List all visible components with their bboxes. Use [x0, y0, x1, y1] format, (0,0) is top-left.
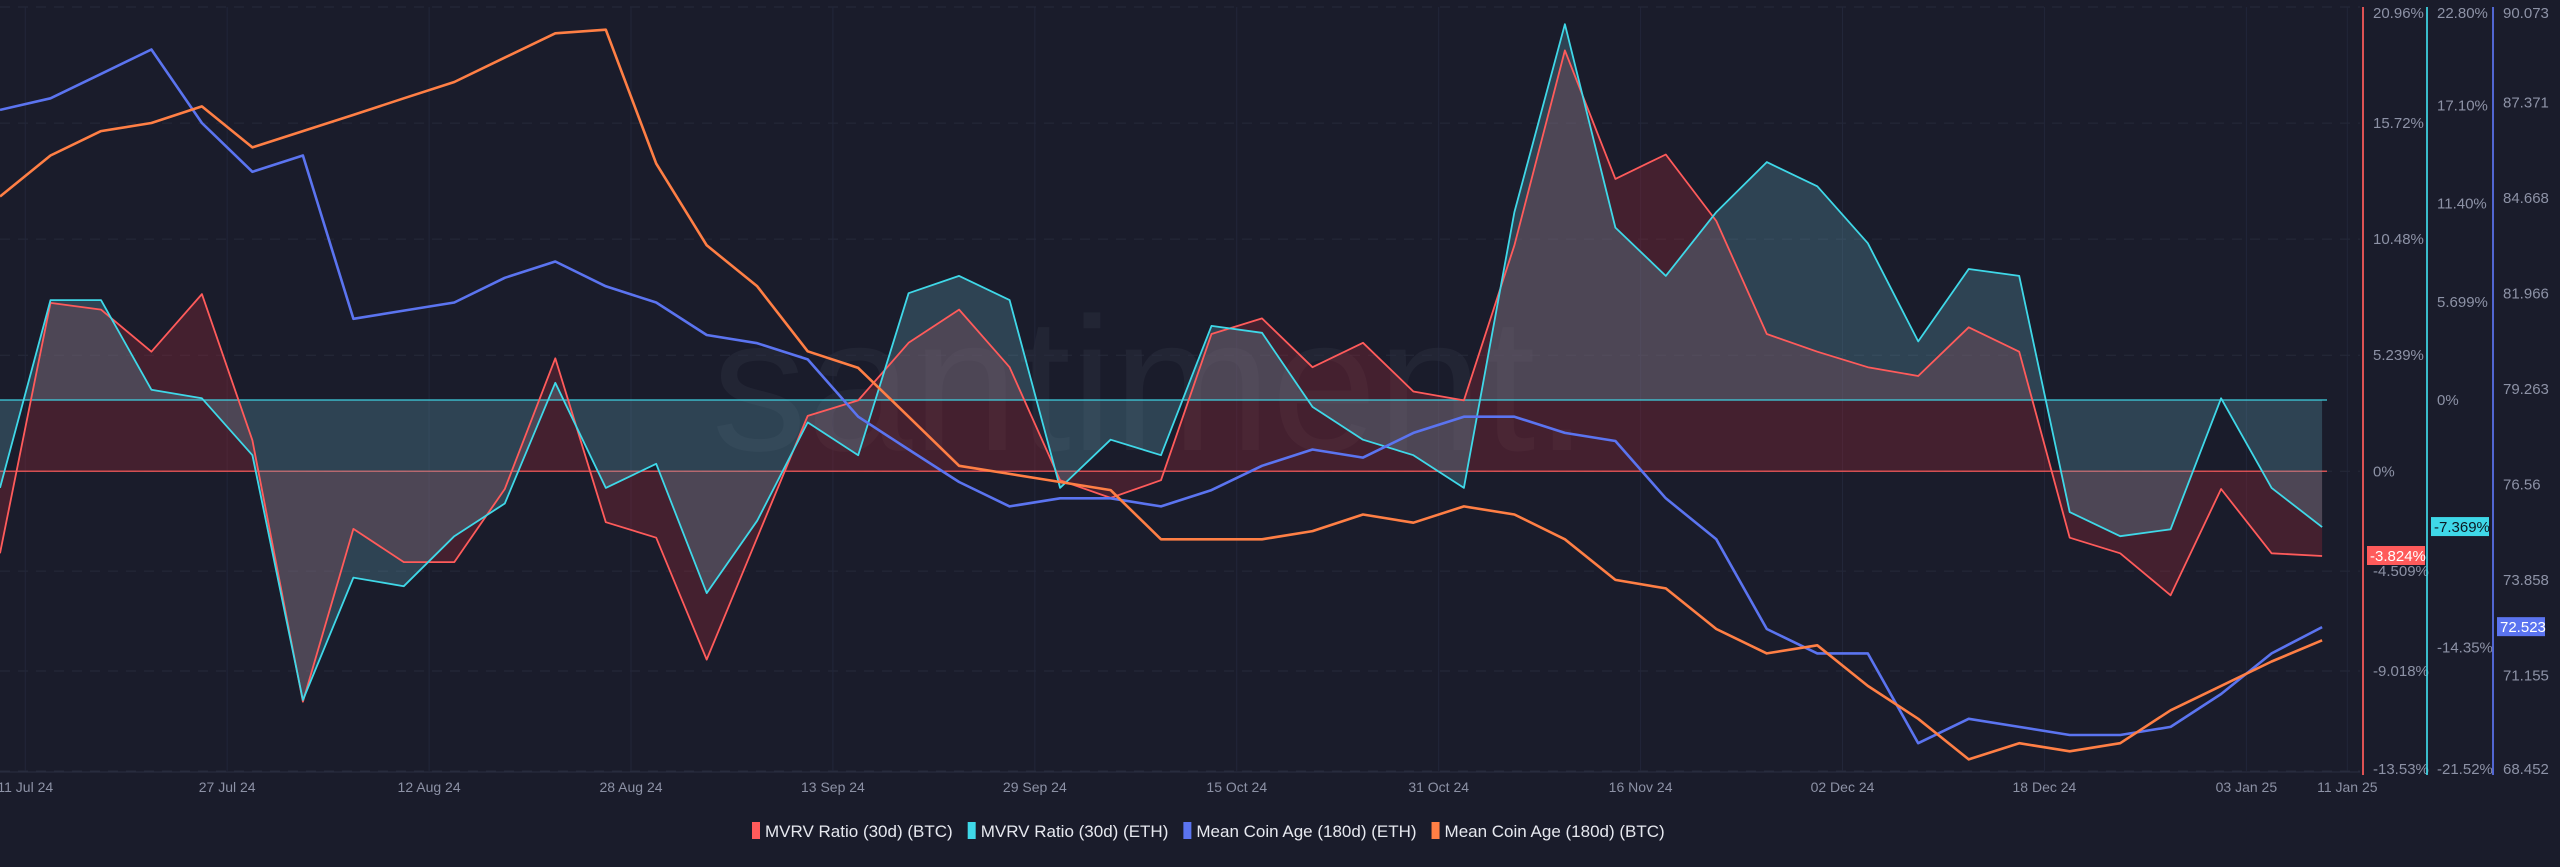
x-tick-label: 11 Jan 25: [2317, 779, 2378, 795]
y-tick-label-coin_age: 79.263: [2503, 381, 2549, 398]
x-tick-label: 15 Oct 24: [1206, 779, 1267, 795]
y-tick-label-mvrv_eth: 22.80%: [2437, 5, 2488, 22]
x-tick-label: 29 Sep 24: [1003, 779, 1067, 795]
y-tick-label-coin_age: 81.966: [2503, 285, 2549, 302]
y-tick-label-coin_age: 68.452: [2503, 761, 2549, 778]
x-tick-label: 28 Aug 24: [599, 779, 662, 795]
series-line-2: [0, 48, 2323, 745]
x-tick-label: 02 Dec 24: [1811, 779, 1875, 795]
y-tick-label-mvrv_eth: -21.52%: [2437, 761, 2493, 778]
series-line-3: [0, 28, 2323, 761]
grid: [0, 6, 2360, 772]
last-value-label-1: -7.369%: [2434, 519, 2490, 536]
y-tick-label-coin_age: 84.668: [2503, 190, 2549, 207]
x-tick-label: 18 Dec 24: [2013, 779, 2077, 795]
y-tick-label-coin_age: 90.073: [2503, 5, 2549, 22]
last-value-badge-0: [2367, 545, 2425, 565]
legend-label-3: Mean Coin Age (180d) (BTC): [1445, 822, 1665, 841]
x-tick-label: 03 Jan 25: [2216, 779, 2278, 795]
legend-label-2: Mean Coin Age (180d) (ETH): [1196, 822, 1416, 841]
y-tick-label-mvrv_btc: 20.96%: [2373, 5, 2424, 22]
y-tick-label-mvrv_eth: -14.35%: [2437, 639, 2493, 656]
y-tick-label-mvrv_btc: -4.509%: [2373, 563, 2429, 580]
legend-swatch-2: [1183, 822, 1192, 839]
series-area-0: [0, 50, 2323, 702]
y-tick-label-mvrv_btc: 15.72%: [2373, 115, 2424, 132]
y-tick-label-mvrv_eth: 5.699%: [2437, 294, 2488, 311]
y-tick-label-coin_age: 87.371: [2503, 94, 2549, 111]
y-axes: 20.96% 15.72% 10.48% 5.239% 0% -4.509% -9.018%…: [2362, 5, 2549, 778]
series-line-1: [0, 23, 2323, 701]
x-axis: 11 Jul 24 27 Jul 24 12 Aug 24 28 Aug 24 13 S…: [0, 771, 2378, 795]
y-tick-label-coin_age: 73.858: [2503, 572, 2549, 589]
x-tick-label: 12 Aug 24: [398, 779, 461, 795]
legend-swatch-0: [752, 822, 760, 839]
x-tick-label: 27 Jul 24: [199, 779, 256, 795]
y-tick-label-mvrv_btc: -13.53%: [2373, 761, 2429, 778]
y-tick-label-mvrv_eth: 0%: [2437, 392, 2459, 409]
x-tick-label: 11 Jul 24: [0, 779, 53, 795]
y-tick-label-mvrv_btc: 0%: [2373, 463, 2395, 480]
legend-swatch-3: [1431, 822, 1440, 839]
legend-label-1: MVRV Ratio (30d) (ETH): [981, 822, 1169, 841]
legend: MVRV Ratio (30d) (BTC) MVRV Ratio (30d) (…: [752, 822, 1665, 841]
y-tick-label-coin_age: 76.56: [2503, 476, 2541, 493]
series-area-1: [0, 24, 2323, 700]
y-tick-label-mvrv_eth: 17.10%: [2437, 97, 2488, 114]
last-value-label-2: 72.523: [2500, 619, 2546, 636]
y-tick-label-mvrv_btc: 10.48%: [2373, 231, 2424, 248]
legend-swatch-1: [967, 822, 976, 839]
y-tick-label-mvrv_btc: 5.239%: [2373, 347, 2424, 364]
y-tick-label-mvrv_btc: -9.018%: [2373, 663, 2429, 680]
series-lines: [0, 23, 2323, 761]
series-line-0: [0, 49, 2323, 703]
x-tick-label: 31 Oct 24: [1408, 779, 1469, 795]
x-tick-label: 16 Nov 24: [1609, 779, 1673, 795]
last-value-badge-2: [2497, 617, 2545, 637]
y-tick-label-mvrv_eth: 11.40%: [2437, 196, 2487, 213]
last-value-badge-1: [2431, 517, 2489, 537]
x-tick-label: 13 Sep 24: [801, 779, 865, 795]
legend-label-0: MVRV Ratio (30d) (BTC): [765, 822, 953, 841]
last-value-label-0: -3.824%: [2370, 548, 2426, 565]
y-tick-label-coin_age: 71.155: [2503, 667, 2549, 684]
